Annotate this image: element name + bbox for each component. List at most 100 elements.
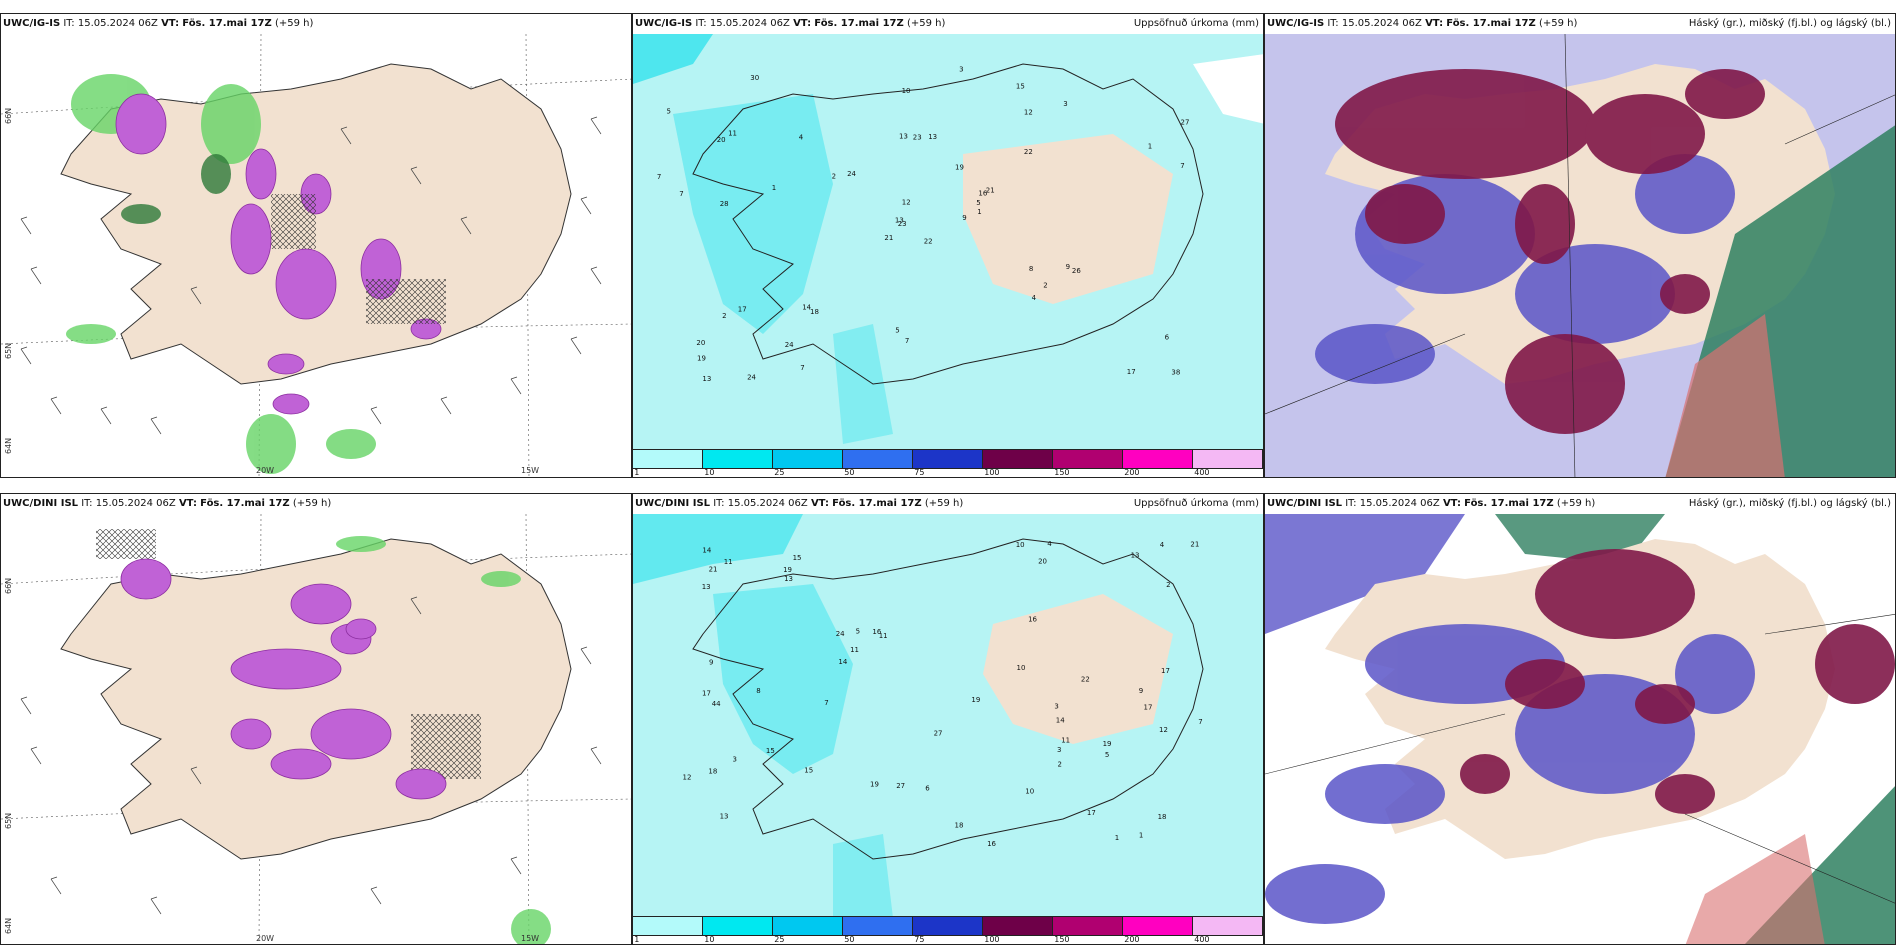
precip-amount-label: 24 bbox=[847, 170, 856, 178]
wind-map bbox=[1, 514, 631, 944]
precip-amount-label: 7 bbox=[824, 699, 828, 707]
legend-swatch bbox=[1053, 450, 1123, 468]
panel-subtitle: Háský (gr.), miðský (fj.bl.) og lágský (… bbox=[1688, 18, 1891, 29]
precip-amount-label: 7 bbox=[1198, 718, 1202, 726]
wind-map bbox=[1, 34, 631, 477]
precip-amount-label: 23 bbox=[898, 220, 907, 228]
panel-title: UWC/DINI ISL IT: 15.05.2024 06Z VT: Fös.… bbox=[635, 498, 964, 509]
precip-amount-label: 20 bbox=[696, 339, 705, 347]
cloud-panel-bottom: UWC/DINI ISL IT: 15.05.2024 06Z VT: Fös.… bbox=[1264, 493, 1896, 945]
legend-swatch bbox=[913, 917, 983, 935]
panel-title: UWC/IG-IS IT: 15.05.2024 06Z VT: Fös. 17… bbox=[1267, 18, 1578, 29]
legend-swatch bbox=[703, 450, 773, 468]
precip-amount-label: 21 bbox=[986, 187, 995, 195]
precip-amount-label: 6 bbox=[925, 785, 930, 793]
precip-amount-label: 1 bbox=[1115, 834, 1119, 842]
iceland-landmass bbox=[692, 63, 1204, 385]
precip-amount-label: 7 bbox=[1180, 162, 1184, 170]
precip-amount-label: 3 bbox=[733, 756, 737, 764]
panel-title: UWC/DINI ISL IT: 15.05.2024 06Z VT: Fös.… bbox=[1267, 498, 1596, 509]
precip-amount-label: 16 bbox=[1028, 616, 1037, 624]
precip-amount-label: 19 bbox=[870, 780, 879, 788]
precip-amount-label: 2 bbox=[832, 172, 836, 180]
precip-amount-label: 5 bbox=[667, 107, 671, 115]
lat-label: 66N bbox=[4, 577, 13, 594]
precip-amount-label: 12 bbox=[1159, 726, 1168, 734]
precip-amount-label: 16 bbox=[987, 840, 996, 848]
lon-label: 15W bbox=[521, 466, 540, 475]
panel-subtitle: Háský (gr.), miðský (fj.bl.) og lágský (… bbox=[1688, 498, 1891, 509]
precip-amount-label: 10 bbox=[1025, 787, 1034, 795]
precip-amount-label: 13 bbox=[702, 375, 711, 383]
precip-amount-label: 13 bbox=[928, 133, 937, 141]
precip-amount-label: 27 bbox=[896, 782, 905, 790]
legend-swatch bbox=[983, 917, 1053, 935]
precip-legend: 1 10 25 50 75 100 150 200 400 bbox=[633, 916, 1263, 944]
legend-tick-label: 1 bbox=[634, 468, 640, 477]
precip-amount-label: 7 bbox=[800, 364, 804, 372]
precip-amount-label: 13 bbox=[899, 132, 908, 140]
precip-amount-label: 2 bbox=[1166, 581, 1170, 589]
precip-amount-label: 15 bbox=[804, 766, 813, 774]
init-time: 15.05.2024 06Z bbox=[77, 18, 158, 29]
precip-amount-label: 8 bbox=[1029, 265, 1033, 273]
precip-amount-label: 2 bbox=[722, 312, 726, 320]
precip-amount-label: 13 bbox=[895, 217, 904, 225]
legend-swatch bbox=[703, 917, 773, 935]
precip-amount-label: 4 bbox=[1047, 540, 1052, 548]
precip-amount-label: 22 bbox=[924, 238, 933, 246]
legend-tick-label: 10 bbox=[704, 468, 715, 477]
precip-amount-label: 38 bbox=[1171, 368, 1180, 376]
precip-amount-label: 18 bbox=[1158, 813, 1167, 821]
precip-amount-label: 13 bbox=[720, 813, 729, 821]
precip-amount-label: 4 bbox=[799, 134, 804, 142]
precip-map: 1417131511171820241613172118191727191615… bbox=[633, 514, 1263, 918]
precip-amount-label: 4 bbox=[1160, 541, 1165, 549]
precip-amount-label: 11 bbox=[728, 130, 737, 138]
legend-tick-label: 400 bbox=[1194, 468, 1210, 477]
legend-tick-label: 200 bbox=[1124, 935, 1140, 944]
precip-amount-label: 10 bbox=[902, 87, 911, 95]
precip-amount-label: 3 bbox=[1063, 100, 1067, 108]
precip-amount-label: 13 bbox=[1131, 552, 1140, 560]
precip-amount-label: 19 bbox=[1103, 740, 1112, 748]
lat-label: 64N bbox=[4, 437, 13, 454]
precip-amount-label: 21 bbox=[1190, 540, 1199, 548]
panel-subtitle: Uppsöfnuð úrkoma (mm) bbox=[1133, 18, 1259, 29]
precip-amount-label: 15 bbox=[766, 747, 775, 755]
cloud-map bbox=[1265, 514, 1895, 944]
model-name: UWC/DINI ISL bbox=[3, 498, 79, 509]
precip-amount-label: 22 bbox=[1024, 148, 1033, 156]
precip-amount-label: 11 bbox=[724, 558, 733, 566]
precip-amount-label: 44 bbox=[712, 700, 721, 708]
precip-amount-label: 18 bbox=[955, 822, 964, 830]
iceland-landmass bbox=[692, 538, 1204, 860]
precip-legend: 1 10 25 50 75 100 150 200 400 bbox=[633, 449, 1263, 477]
legend-swatch bbox=[773, 450, 843, 468]
precip-amount-label: 2 bbox=[1058, 761, 1062, 769]
lon-label: 20W bbox=[256, 934, 275, 943]
precip-amount-label: 20 bbox=[1038, 557, 1047, 565]
precip-amount-label: 30 bbox=[750, 74, 759, 82]
precip-amount-label: 13 bbox=[702, 583, 711, 591]
legend-swatch bbox=[843, 450, 913, 468]
precip-amount-label: 17 bbox=[1144, 704, 1153, 712]
legend-tick-label: 25 bbox=[774, 468, 785, 477]
legend-swatch bbox=[633, 450, 703, 468]
precip-amount-label: 7 bbox=[905, 337, 909, 345]
legend-tick-label: 50 bbox=[844, 468, 855, 477]
legend-swatch bbox=[983, 450, 1053, 468]
precip-amount-label: 3 bbox=[1057, 746, 1061, 754]
precip-amount-label: 19 bbox=[955, 164, 964, 172]
cloud-panel-top: UWC/IG-IS IT: 15.05.2024 06Z VT: Fös. 17… bbox=[1264, 13, 1896, 478]
precip-amount-label: 14 bbox=[802, 303, 811, 311]
legend-tick-label: 150 bbox=[1054, 468, 1070, 477]
precip-amount-label: 9 bbox=[1139, 687, 1143, 695]
panel-title: UWC/IG-IS IT: 15.05.2024 06Z VT: Fös. 17… bbox=[3, 18, 314, 29]
precip-amount-label: 11 bbox=[879, 632, 888, 640]
precip-amount-label: 16 bbox=[872, 628, 881, 636]
lat-label: 65N bbox=[4, 812, 13, 829]
legend-tick-label: 1 bbox=[634, 935, 640, 944]
wind-panel-bottom: UWC/DINI ISL IT: 15.05.2024 06Z VT: Fös.… bbox=[0, 493, 632, 945]
precip-amount-label: 21 bbox=[709, 566, 718, 574]
